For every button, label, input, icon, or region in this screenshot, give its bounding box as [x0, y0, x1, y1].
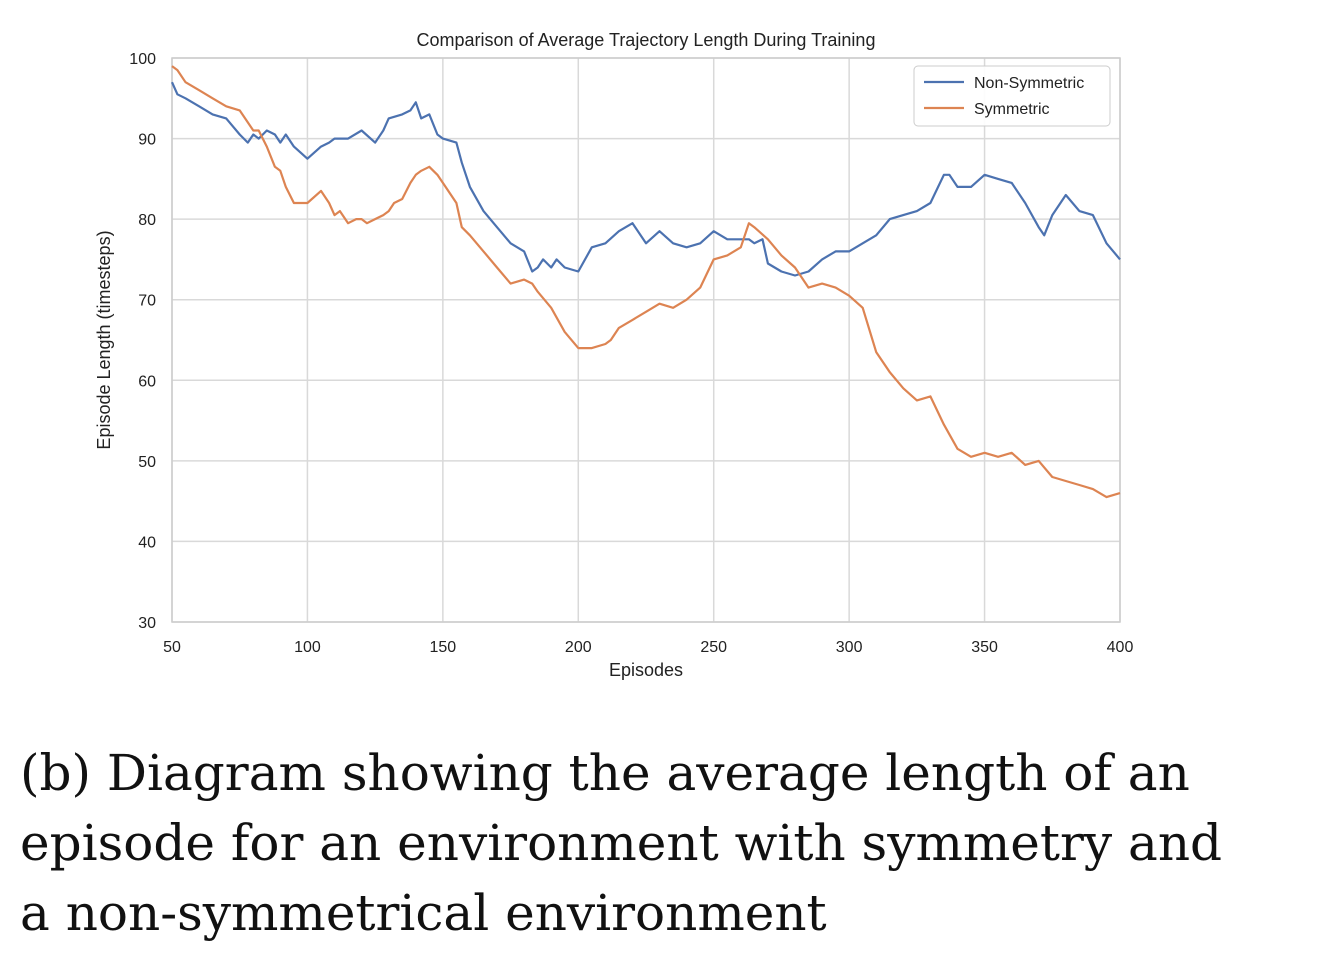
y-tick-label: 70 [138, 293, 156, 310]
x-axis-ticks: 50 100 150 200 250 300 350 400 [163, 639, 1133, 656]
x-tick-label: 300 [836, 639, 863, 656]
y-tick-label: 90 [138, 132, 156, 149]
series-line-symmetric [171, 65, 1121, 499]
legend-label: Symmetric [974, 101, 1050, 118]
y-tick-label: 40 [138, 534, 156, 551]
x-tick-label: 250 [700, 639, 727, 656]
series-line-non-symmetric [170, 81, 1121, 277]
y-tick-label: 100 [129, 51, 156, 68]
series-lines [170, 65, 1121, 499]
y-axis-ticks: 30 40 50 60 70 80 90 100 [129, 51, 156, 632]
x-axis-label: Episodes [609, 660, 683, 680]
plot-frame [171, 57, 1121, 623]
y-tick-label: 80 [138, 212, 156, 229]
figure-caption: (b) Diagram showing the average length o… [20, 744, 1223, 942]
x-tick-label: 350 [971, 639, 998, 656]
legend-label: Non-Symmetric [974, 75, 1084, 92]
x-tick-label: 400 [1107, 639, 1134, 656]
y-tick-label: 30 [138, 615, 156, 632]
line-chart: Comparison of Average Trajectory Length … [94, 30, 1133, 680]
y-tick-label: 50 [138, 454, 156, 471]
x-tick-label: 200 [565, 639, 592, 656]
x-tick-label: 100 [294, 639, 321, 656]
legend: Non-Symmetric Symmetric [913, 65, 1111, 127]
y-axis-label: Episode Length (timesteps) [94, 230, 114, 449]
y-tick-label: 60 [138, 373, 156, 390]
x-tick-label: 150 [430, 639, 457, 656]
chart-title: Comparison of Average Trajectory Length … [417, 30, 876, 50]
x-tick-label: 50 [163, 639, 181, 656]
plot-border [171, 57, 1121, 623]
grid [171, 57, 1121, 623]
